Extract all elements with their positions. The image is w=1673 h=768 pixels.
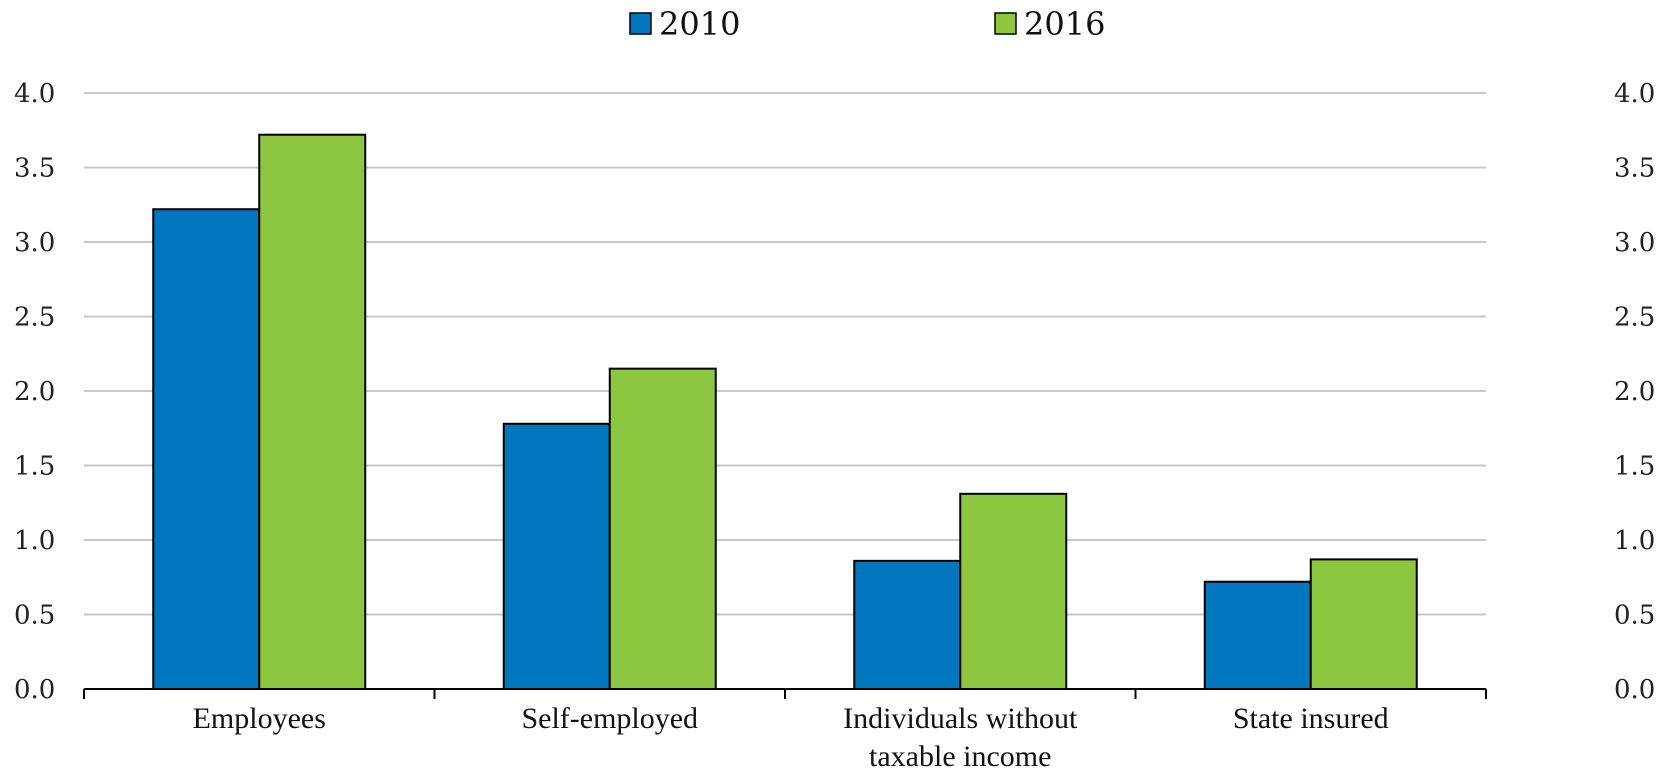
category-labels: Employees Self-employed Individuals withou… — [193, 702, 1389, 768]
y-tick-label-right: 0.5 — [1614, 601, 1655, 631]
y-tick-label-right: 3.5 — [1614, 154, 1655, 184]
legend-swatch-2010 — [629, 12, 652, 35]
y-tick-label-right: 4.0 — [1614, 79, 1655, 109]
category-label: Self-employed — [521, 702, 698, 735]
category-label: Individuals without — [843, 702, 1078, 735]
y-tick-label-right: 3.0 — [1614, 228, 1655, 258]
y-tick-label-right: 1.5 — [1614, 452, 1655, 482]
y-tick-label-left: 3.0 — [14, 228, 55, 258]
category-label: Employees — [193, 702, 326, 735]
y-tick-label-left: 0.0 — [14, 675, 55, 705]
bar-2010-2 — [853, 559, 962, 690]
y-tick-label-left: 2.5 — [14, 303, 55, 333]
bar-2016-2 — [959, 492, 1068, 690]
bar-2010-1 — [502, 422, 611, 690]
y-axis-right: 0.0 0.5 1.0 1.5 2.0 2.5 3.0 3.5 4.0 — [1614, 79, 1655, 705]
bar-2010-3 — [1203, 580, 1312, 690]
bar-2010-0 — [152, 208, 261, 690]
bars — [152, 133, 1418, 691]
y-tick-label-left: 0.5 — [14, 601, 55, 631]
legend-label-2010: 2010 — [659, 5, 740, 43]
bar-2016-0 — [258, 133, 367, 691]
y-tick-label-left: 2.0 — [14, 377, 55, 407]
y-tick-label-right: 2.5 — [1614, 303, 1655, 333]
y-tick-label-left: 3.5 — [14, 154, 55, 184]
y-tick-label-right: 1.0 — [1614, 526, 1655, 556]
category-label: taxable income — [869, 740, 1051, 768]
y-tick-label-right: 0.0 — [1614, 675, 1655, 705]
legend: 2010 2016 — [629, 5, 1105, 43]
y-tick-label-left: 1.5 — [14, 452, 55, 482]
legend-swatch-2016 — [994, 12, 1017, 35]
x-axis — [83, 688, 1487, 699]
y-tick-label-left: 1.0 — [14, 526, 55, 556]
bar-2016-3 — [1309, 558, 1418, 690]
y-axis-left: 0.0 0.5 1.0 1.5 2.0 2.5 3.0 3.5 4.0 — [14, 79, 55, 705]
y-tick-label-left: 4.0 — [14, 79, 55, 109]
bar-2016-1 — [608, 367, 717, 690]
y-tick-label-right: 2.0 — [1614, 377, 1655, 407]
legend-label-2016: 2016 — [1024, 5, 1105, 43]
category-label: State insured — [1233, 702, 1389, 735]
